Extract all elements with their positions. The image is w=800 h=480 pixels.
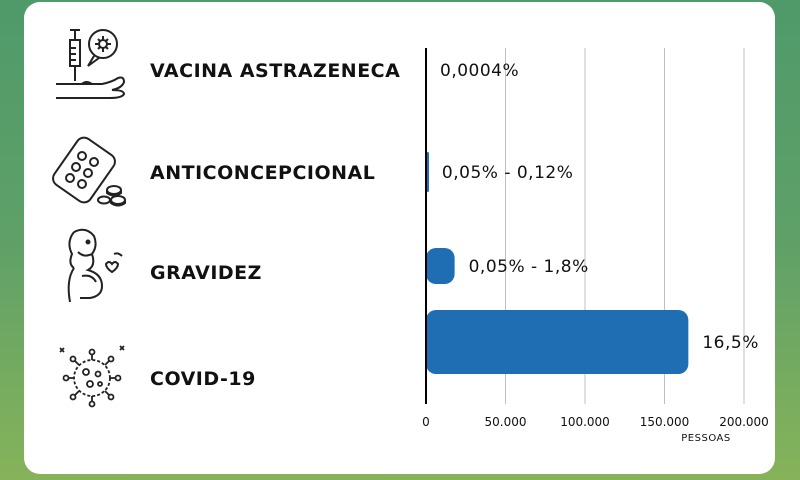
category-row: COVID-19 — [24, 332, 444, 432]
category-row: VACINA ASTRAZENECA — [24, 18, 444, 118]
contraceptive-pills-icon — [52, 136, 126, 207]
value-label: 16,5% — [702, 333, 759, 353]
x-tick-label: 0 — [422, 415, 430, 429]
coronavirus-icon — [59, 345, 125, 408]
bar — [426, 248, 455, 284]
category-label: COVID-19 — [150, 368, 256, 390]
value-label: 0,05% - 0,12% — [442, 163, 573, 183]
category-label: ANTICONCEPCIONAL — [150, 162, 376, 184]
category-row: GRAVIDEZ — [24, 222, 444, 322]
bar — [426, 310, 689, 374]
pregnant-woman-icon — [67, 228, 123, 303]
bar-chart: 0,0004% 0,05% - 0,12% 0,05% - 1,8% 16,5% 0 5… — [422, 48, 769, 444]
value-label: 0,0004% — [440, 61, 519, 81]
value-labels: 0,0004% 0,05% - 0,12% 0,05% - 1,8% 16,5% — [440, 61, 759, 353]
x-tick-label: 200.000 — [719, 415, 769, 429]
x-tick-label: 50.000 — [485, 415, 527, 429]
vaccine-injection-icon — [56, 29, 126, 99]
x-tick-label: 100.000 — [560, 415, 610, 429]
x-tick-label: 150.000 — [640, 415, 690, 429]
x-tick-labels: 0 50.000 100.000 150.000 200.000 — [422, 415, 769, 429]
value-label: 0,05% - 1,8% — [469, 257, 589, 277]
category-label: GRAVIDEZ — [150, 262, 262, 284]
category-row: ANTICONCEPCIONAL — [24, 128, 444, 228]
chart-card: 0,0004% 0,05% - 0,12% 0,05% - 1,8% 16,5% 0 5… — [24, 2, 775, 474]
category-label: VACINA ASTRAZENECA — [150, 60, 401, 82]
x-unit-label: PESSOAS — [681, 433, 730, 444]
